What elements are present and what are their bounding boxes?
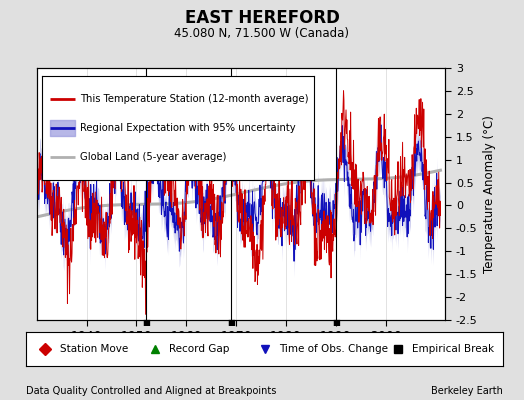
- Text: Station Move: Station Move: [60, 344, 128, 354]
- Y-axis label: Temperature Anomaly (°C): Temperature Anomaly (°C): [483, 115, 496, 273]
- Text: Record Gap: Record Gap: [169, 344, 230, 354]
- Text: ■: ■: [227, 318, 235, 326]
- Text: Data Quality Controlled and Aligned at Breakpoints: Data Quality Controlled and Aligned at B…: [26, 386, 277, 396]
- Text: This Temperature Station (12-month average): This Temperature Station (12-month avera…: [80, 94, 309, 104]
- Text: ■: ■: [332, 318, 340, 326]
- Text: EAST HEREFORD: EAST HEREFORD: [184, 9, 340, 27]
- Text: Empirical Break: Empirical Break: [412, 344, 495, 354]
- Text: ■: ■: [143, 318, 150, 326]
- Text: Berkeley Earth: Berkeley Earth: [431, 386, 503, 396]
- Text: 45.080 N, 71.500 W (Canada): 45.080 N, 71.500 W (Canada): [174, 28, 350, 40]
- Text: Time of Obs. Change: Time of Obs. Change: [279, 344, 388, 354]
- Text: Regional Expectation with 95% uncertainty: Regional Expectation with 95% uncertaint…: [80, 123, 296, 133]
- Text: Global Land (5-year average): Global Land (5-year average): [80, 152, 226, 162]
